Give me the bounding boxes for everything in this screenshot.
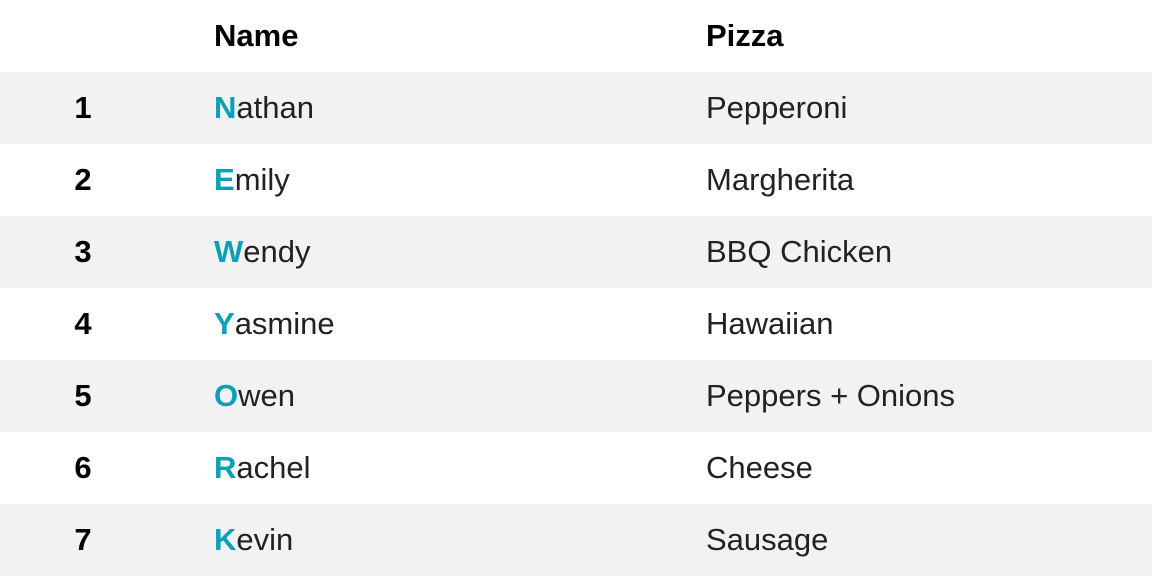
- pizza-choice: Margherita: [706, 162, 855, 197]
- person-name: Yasmine: [214, 288, 335, 360]
- person-name: Owen: [214, 360, 295, 432]
- name-rest: mily: [234, 162, 290, 197]
- table-row: 2 Emily Margherita: [0, 144, 1152, 216]
- table-row: 3 Wendy BBQ Chicken: [0, 216, 1152, 288]
- person-name: Emily: [214, 144, 290, 216]
- name-initial: O: [214, 378, 239, 413]
- row-number: 7: [74, 522, 92, 557]
- table-row: 6 Rachel Cheese: [0, 432, 1152, 504]
- row-number: 2: [74, 162, 92, 197]
- name-initial: W: [214, 234, 244, 269]
- row-number: 6: [74, 450, 92, 485]
- table-row: 5 Owen Peppers + Onions: [0, 360, 1152, 432]
- name-rest: athan: [236, 90, 314, 125]
- name-initial: E: [214, 162, 235, 197]
- person-name: Rachel: [214, 432, 311, 504]
- name-initial: Y: [214, 306, 235, 341]
- name-rest: wen: [238, 378, 295, 413]
- column-header-pizza: Pizza: [706, 18, 784, 53]
- pizza-choice: Pepperoni: [706, 90, 848, 125]
- pizza-choice: BBQ Chicken: [706, 234, 893, 269]
- pizza-choice: Peppers + Onions: [706, 378, 956, 413]
- table-row: 1 Nathan Pepperoni: [0, 72, 1152, 144]
- person-name: Wendy: [214, 216, 311, 288]
- row-number: 1: [74, 90, 92, 125]
- person-name: Kevin: [214, 504, 293, 576]
- name-rest: evin: [236, 522, 294, 557]
- column-header-name: Name: [214, 18, 299, 53]
- name-initial: K: [214, 522, 237, 557]
- pizza-choice: Sausage: [706, 522, 829, 557]
- name-rest: asmine: [234, 306, 335, 341]
- table-row: 4 Yasmine Hawaiian: [0, 288, 1152, 360]
- name-initial: N: [214, 90, 237, 125]
- name-initial: R: [214, 450, 237, 485]
- table-row: 7 Kevin Sausage: [0, 504, 1152, 576]
- name-rest: achel: [236, 450, 311, 485]
- header-row: Name Pizza: [0, 0, 1152, 72]
- person-name: Nathan: [214, 72, 314, 144]
- row-number: 4: [74, 306, 92, 341]
- pizza-choice: Cheese: [706, 450, 813, 485]
- row-number: 3: [74, 234, 92, 269]
- row-number: 5: [74, 378, 92, 413]
- pizza-choice: Hawaiian: [706, 306, 834, 341]
- name-rest: endy: [243, 234, 311, 269]
